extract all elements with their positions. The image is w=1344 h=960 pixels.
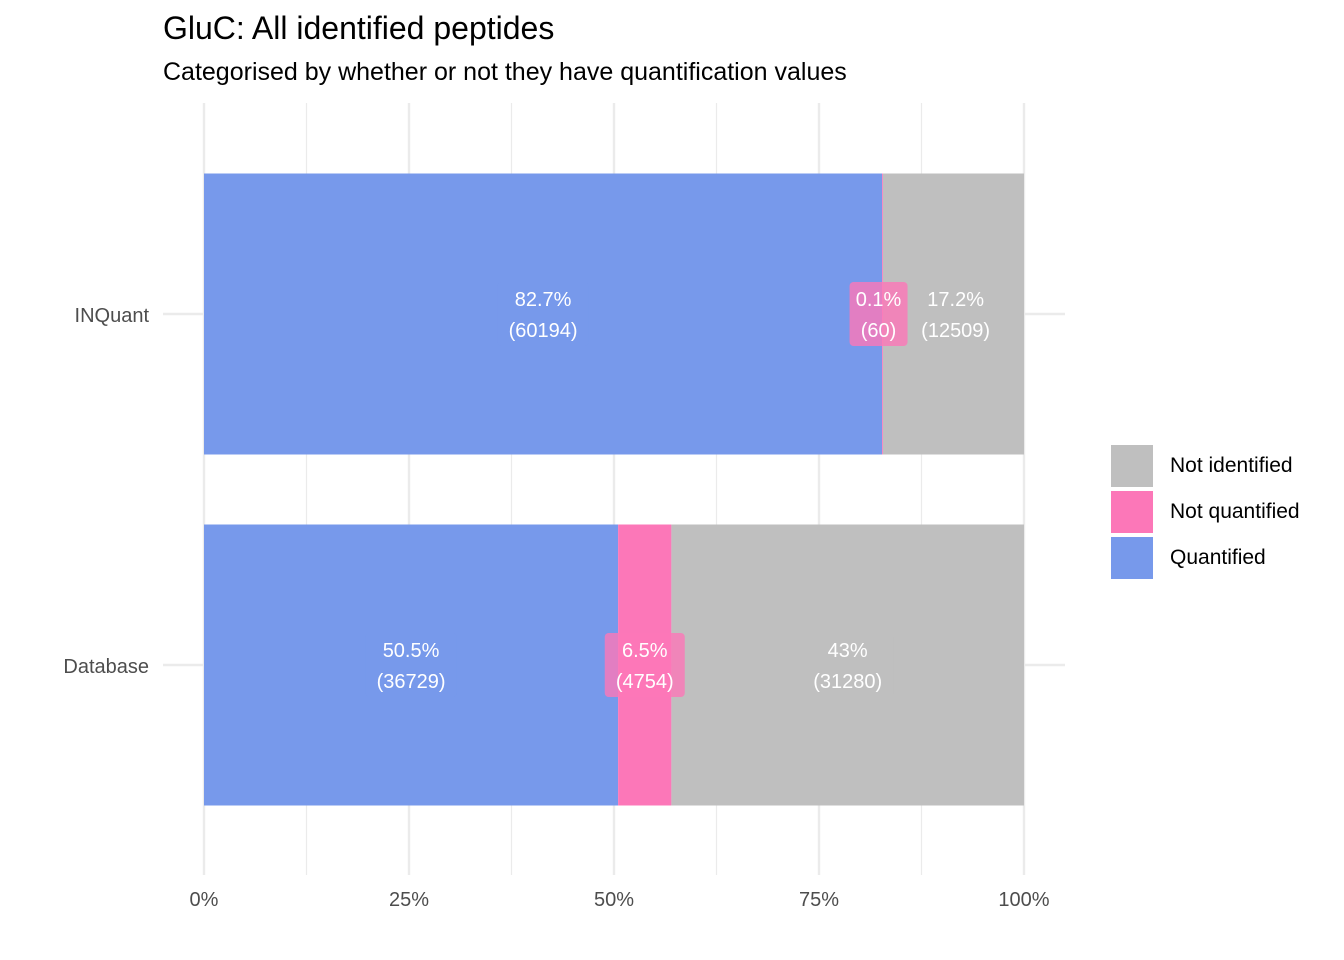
data-label-percent: 82.7% [515,289,572,311]
legend-item: Not quantified [1111,489,1300,535]
legend-item: Not identified [1111,443,1300,489]
data-label-count: (12509) [921,320,990,342]
legend-item: Quantified [1111,535,1300,581]
data-label-box [849,282,908,346]
data-label-count: (36729) [377,671,446,693]
data-label-box [365,633,457,697]
legend-swatch [1111,491,1153,533]
chart-subtitle: Categorised by whether or not they have … [163,58,847,86]
legend-label: Not identified [1170,454,1293,477]
x-tick-label: 50% [594,889,634,911]
chart-title: GluC: All identified peptides [163,10,555,46]
data-label-count: (4754) [616,671,674,693]
data-label-count: (60) [861,320,897,342]
y-tick-label: INQuant [75,305,150,327]
data-label-percent: 17.2% [927,289,984,311]
legend: Not identified Not quantified Quantified [1111,443,1300,581]
data-label-box [497,282,589,346]
legend-label: Quantified [1170,546,1266,569]
data-label-percent: 0.1% [856,289,902,311]
data-label-box [802,633,894,697]
data-label-count: (60194) [509,320,578,342]
x-tick-label: 75% [799,889,839,911]
x-tick-label: 100% [998,889,1049,911]
x-tick-label: 0% [190,889,219,911]
data-label-percent: 50.5% [383,640,440,662]
data-label-percent: 6.5% [622,640,668,662]
data-label-count: (31280) [813,671,882,693]
legend-swatch [1111,445,1153,487]
x-tick-label: 25% [389,889,429,911]
data-label-percent: 43% [828,640,868,662]
data-label-box [910,282,1002,346]
data-label-box [604,633,685,697]
legend-swatch [1111,537,1153,579]
y-tick-label: Database [63,656,149,678]
legend-label: Not quantified [1170,500,1300,523]
